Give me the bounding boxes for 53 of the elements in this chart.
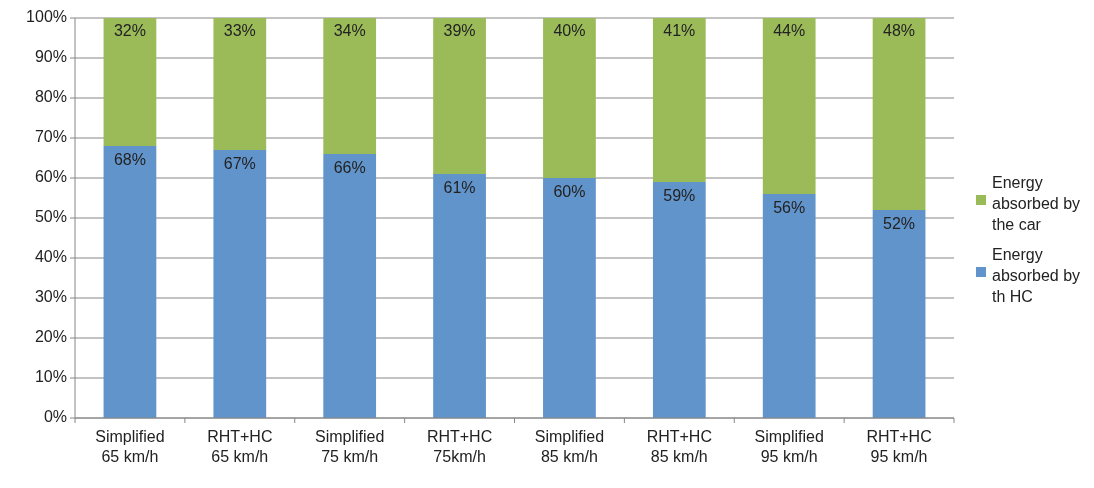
- y-tick-label: 100%: [26, 8, 67, 26]
- y-tick-label: 70%: [34, 128, 67, 146]
- bar: [543, 18, 596, 178]
- x-tick-label: RHT+HC 95 km/h: [866, 428, 932, 465]
- y-tick-label: 20%: [34, 328, 67, 346]
- bar: [872, 18, 926, 210]
- data-label: 41%: [663, 22, 696, 40]
- data-label: 56%: [773, 199, 806, 217]
- y-tick-label: 40%: [34, 248, 67, 266]
- x-tick-label: RHT+HC 85 km/h: [646, 428, 712, 465]
- y-tick-label: 80%: [34, 88, 67, 106]
- y-tick-label: 30%: [34, 288, 67, 306]
- bar: [543, 178, 596, 418]
- x-tick-label: Simplified 65 km/h: [95, 428, 165, 465]
- y-tick-label: 90%: [34, 48, 67, 66]
- y-tick-label: 0%: [43, 408, 67, 426]
- data-label: 66%: [333, 159, 366, 177]
- x-tick-label: Simplified 85 km/h: [534, 428, 605, 465]
- data-label: 34%: [333, 22, 366, 40]
- bar: [433, 18, 486, 174]
- data-label: 68%: [113, 151, 146, 169]
- x-tick-label: Simplified 75 km/h: [315, 428, 385, 465]
- legend-label: Energy absorbed by the car: [992, 174, 1081, 233]
- data-label: 33%: [223, 22, 256, 40]
- data-label: 59%: [663, 187, 696, 205]
- bar: [103, 18, 157, 146]
- bar: [213, 18, 267, 150]
- y-tick-label: 50%: [34, 208, 67, 226]
- bar: [433, 174, 486, 418]
- x-tick-label: RHT+HC 75km/h: [426, 428, 493, 465]
- bar: [872, 210, 926, 418]
- legend-label: Energy absorbed by th HC: [992, 246, 1081, 305]
- y-tick-label: 10%: [34, 368, 67, 386]
- data-label: 32%: [113, 22, 146, 40]
- bar: [652, 18, 706, 182]
- data-label: 52%: [883, 215, 916, 233]
- bar: [323, 154, 377, 418]
- data-label: 39%: [443, 22, 476, 40]
- bar: [762, 194, 816, 418]
- data-label: 44%: [773, 22, 806, 40]
- y-tick-label: 60%: [34, 168, 67, 186]
- data-label: 67%: [223, 155, 256, 173]
- bar: [762, 18, 816, 194]
- bar: [213, 150, 267, 418]
- bar: [652, 182, 706, 418]
- data-label: 40%: [553, 22, 586, 40]
- x-tick-label: Simplified 95 km/h: [754, 428, 824, 465]
- data-label: 48%: [883, 22, 916, 40]
- bar: [103, 146, 157, 418]
- bar: [323, 18, 377, 154]
- x-tick-label: RHT+HC 65 km/h: [207, 428, 273, 465]
- data-label: 61%: [443, 179, 476, 197]
- data-label: 60%: [553, 183, 586, 201]
